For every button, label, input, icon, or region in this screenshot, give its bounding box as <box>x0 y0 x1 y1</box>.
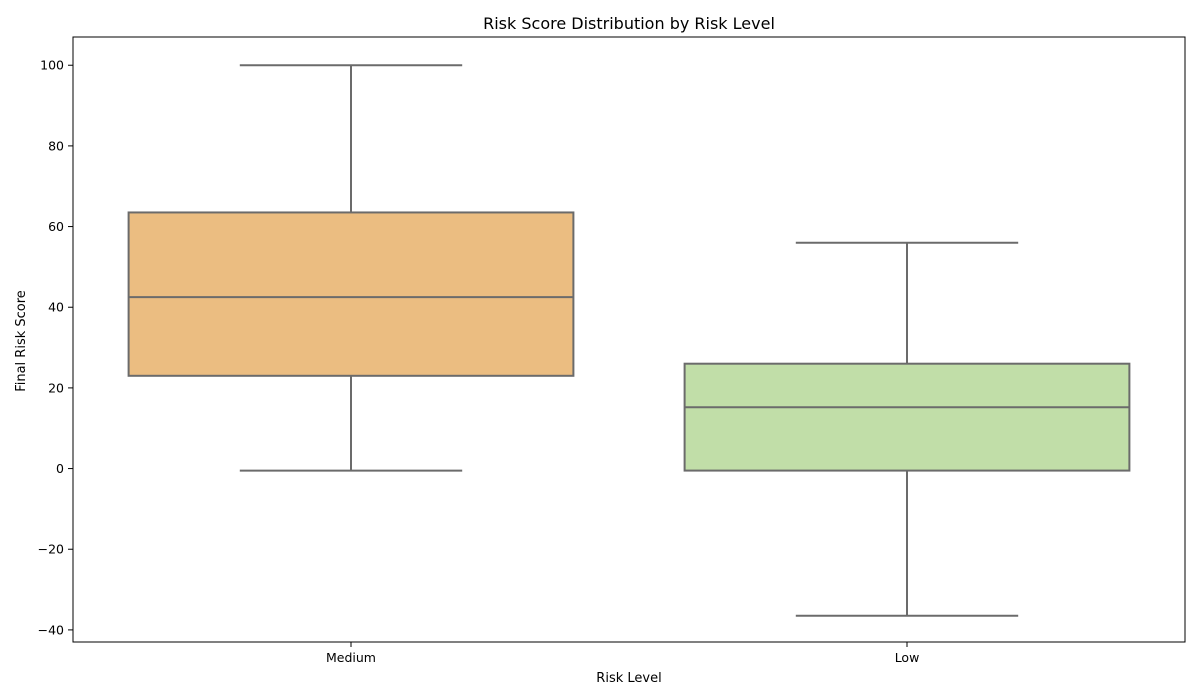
y-tick-label: 0 <box>56 461 64 476</box>
y-tick-label: 100 <box>40 58 64 73</box>
y-tick-label: −20 <box>38 542 64 557</box>
y-tick-label: 40 <box>48 300 64 315</box>
box-iqr <box>683 362 1131 472</box>
x-axis-label: Risk Level <box>596 671 661 686</box>
box-group-medium <box>127 64 575 472</box>
y-tick-label: 20 <box>48 380 64 395</box>
box-group-low <box>683 241 1131 617</box>
x-tick-label: Medium <box>326 650 376 665</box>
y-tick-label: 80 <box>48 138 64 153</box>
x-axis-ticks: Medium Low <box>326 642 919 665</box>
box-iqr <box>127 211 575 377</box>
y-axis-label: Final Risk Score <box>14 290 29 392</box>
y-axis-ticks: −40 −20 0 20 40 60 80 100 <box>38 58 73 637</box>
chart-title: Risk Score Distribution by Risk Level <box>483 14 775 33</box>
y-tick-label: −40 <box>38 622 64 637</box>
x-tick-label: Low <box>895 650 920 665</box>
y-tick-label: 60 <box>48 219 64 234</box>
axes-frame <box>72 36 1186 643</box>
plot-area <box>72 36 1186 643</box>
